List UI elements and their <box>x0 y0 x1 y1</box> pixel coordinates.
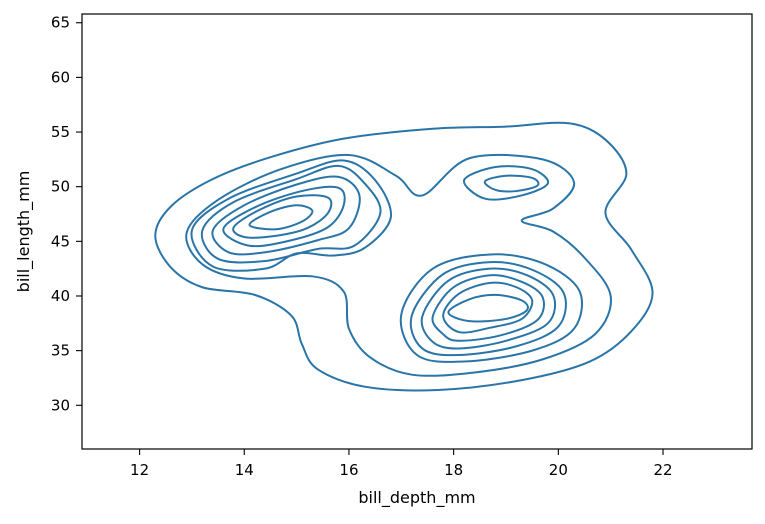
contour-line <box>232 194 333 239</box>
y-tick-label: 65 <box>51 14 70 32</box>
contour-lines <box>154 121 654 392</box>
contour-line <box>185 153 612 377</box>
contour-line <box>200 164 382 264</box>
contour-line <box>409 261 567 357</box>
contour-line <box>248 204 314 231</box>
y-tick-label: 50 <box>51 178 70 196</box>
y-axis-label: bill_length_mm <box>14 171 34 293</box>
x-axis-label: bill_depth_mm <box>358 488 475 508</box>
x-tick-label: 14 <box>235 461 254 479</box>
contour-line <box>463 165 550 201</box>
y-tick-label: 55 <box>51 123 70 141</box>
contour-line <box>420 267 557 350</box>
contour-line <box>154 121 654 392</box>
x-tick-label: 22 <box>653 461 672 479</box>
x-axis-ticks: 12 14 16 18 20 22 <box>130 449 673 479</box>
contour-line <box>431 274 545 342</box>
plot-frame <box>81 13 753 450</box>
contour-line <box>222 185 346 248</box>
x-tick-label: 16 <box>339 461 358 479</box>
x-tick-label: 18 <box>444 461 463 479</box>
y-tick-label: 40 <box>51 287 70 305</box>
x-tick-label: 12 <box>130 461 149 479</box>
contour-line <box>483 174 540 193</box>
y-tick-label: 35 <box>51 342 70 360</box>
contour-line <box>442 281 534 334</box>
contour-line <box>190 159 392 272</box>
x-tick-label: 20 <box>549 461 568 479</box>
y-axis-ticks: 30 35 40 45 50 55 60 65 <box>51 14 82 414</box>
y-tick-label: 60 <box>51 68 70 86</box>
contour-line <box>447 293 529 323</box>
y-tick-label: 30 <box>51 396 70 414</box>
contour-line <box>211 175 361 256</box>
contour-line <box>399 253 583 363</box>
y-tick-label: 45 <box>51 232 70 250</box>
